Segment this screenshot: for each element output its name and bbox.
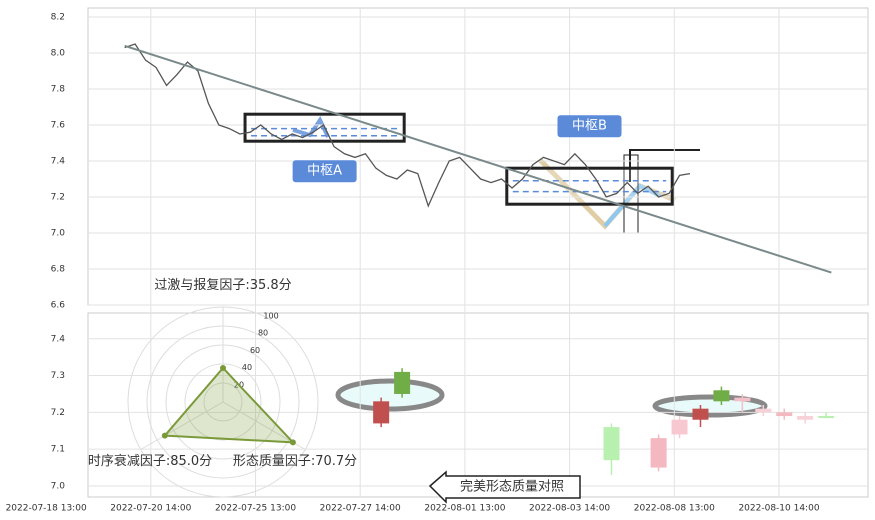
radar-category: 过激与报复因子: bbox=[154, 278, 249, 293]
radar-point bbox=[289, 439, 296, 446]
x-tick-label: 2022-07-20 14:00 bbox=[110, 504, 191, 514]
candle-body bbox=[797, 416, 814, 420]
y-tick-label: 7.0 bbox=[51, 229, 66, 239]
radar-tick-label: 80 bbox=[258, 329, 268, 338]
y-tick-label: 7.6 bbox=[51, 121, 66, 131]
zone-label: 中枢B bbox=[572, 119, 607, 134]
radar-value-label: 85.0分 bbox=[170, 454, 212, 469]
candle-body bbox=[776, 412, 793, 417]
radar-point bbox=[220, 364, 226, 371]
button-shape[interactable] bbox=[428, 470, 581, 504]
x-tick-label: 2022-07-27 14:00 bbox=[320, 504, 401, 514]
y-tick-label: 7.0 bbox=[51, 481, 66, 491]
radar-area bbox=[162, 366, 296, 444]
price-line bbox=[124, 43, 691, 208]
radar-tick-label: 100 bbox=[263, 311, 278, 320]
radar-label: 形态质量因子:70.7分 bbox=[233, 454, 357, 469]
radar-value-label: 70.7分 bbox=[315, 454, 357, 469]
candle-body bbox=[692, 408, 709, 420]
x-tick-label: 2022-07-25 13:00 bbox=[215, 504, 296, 514]
candle-body bbox=[650, 438, 667, 468]
y-tick-label: 6.6 bbox=[51, 301, 66, 311]
y-tick-label: 7.8 bbox=[51, 85, 66, 95]
y-tick-label: 7.4 bbox=[51, 334, 66, 344]
radar-category: 时序衰减因子: bbox=[88, 453, 170, 469]
y-tick-label: 7.2 bbox=[51, 408, 65, 418]
zone-label-bg bbox=[557, 115, 622, 138]
radar-label: 过激与报复因子:35.8分 bbox=[154, 278, 291, 293]
zone-label: 中枢A bbox=[307, 164, 342, 179]
radar-point bbox=[161, 432, 168, 439]
radar-tick-label: 60 bbox=[250, 346, 260, 355]
candle-body bbox=[671, 419, 688, 435]
radar-label: 时序衰减因子:85.0分 bbox=[88, 453, 212, 469]
x-tick-label: 2022-08-08 13:00 bbox=[634, 504, 715, 514]
x-tick-label: 2022-08-01 13:00 bbox=[424, 504, 505, 514]
y-tick-label: 8.2 bbox=[51, 13, 65, 23]
radar-value-label: 35.8分 bbox=[250, 278, 292, 293]
y-tick-label: 7.3 bbox=[51, 371, 65, 381]
price-line bbox=[124, 44, 832, 274]
zone-box bbox=[505, 166, 674, 206]
highlight-ellipse bbox=[335, 378, 445, 412]
y-tick-label: 8.0 bbox=[51, 49, 66, 59]
radar-tick-label: 40 bbox=[242, 363, 252, 372]
candle-body bbox=[818, 416, 835, 419]
pointer-line bbox=[629, 149, 700, 182]
y-tick-label: 7.2 bbox=[51, 193, 65, 203]
candle-body bbox=[734, 397, 751, 402]
highlight-ellipse bbox=[652, 394, 768, 418]
candle-body bbox=[755, 408, 772, 413]
candle-body bbox=[713, 390, 730, 402]
y-tick-label: 7.1 bbox=[51, 445, 65, 455]
radar-spoke bbox=[140, 401, 224, 450]
candle-body bbox=[603, 427, 620, 461]
button[interactable]: 完美形态质量对照 bbox=[428, 470, 581, 504]
x-tick-label: 2022-07-18 13:00 bbox=[6, 504, 87, 514]
stroke-decor bbox=[603, 183, 661, 228]
radar-category: 形态质量因子: bbox=[233, 454, 315, 469]
zone-label-bg bbox=[292, 160, 357, 183]
x-tick-label: 2022-08-03 14:00 bbox=[529, 504, 610, 514]
y-tick-label: 7.4 bbox=[51, 157, 66, 167]
candle-body bbox=[373, 401, 390, 424]
y-tick-label: 6.8 bbox=[51, 265, 66, 275]
button-label[interactable]: 完美形态质量对照 bbox=[460, 480, 564, 495]
x-tick-label: 2022-08-10 14:00 bbox=[738, 504, 819, 514]
candle-body bbox=[394, 371, 411, 394]
